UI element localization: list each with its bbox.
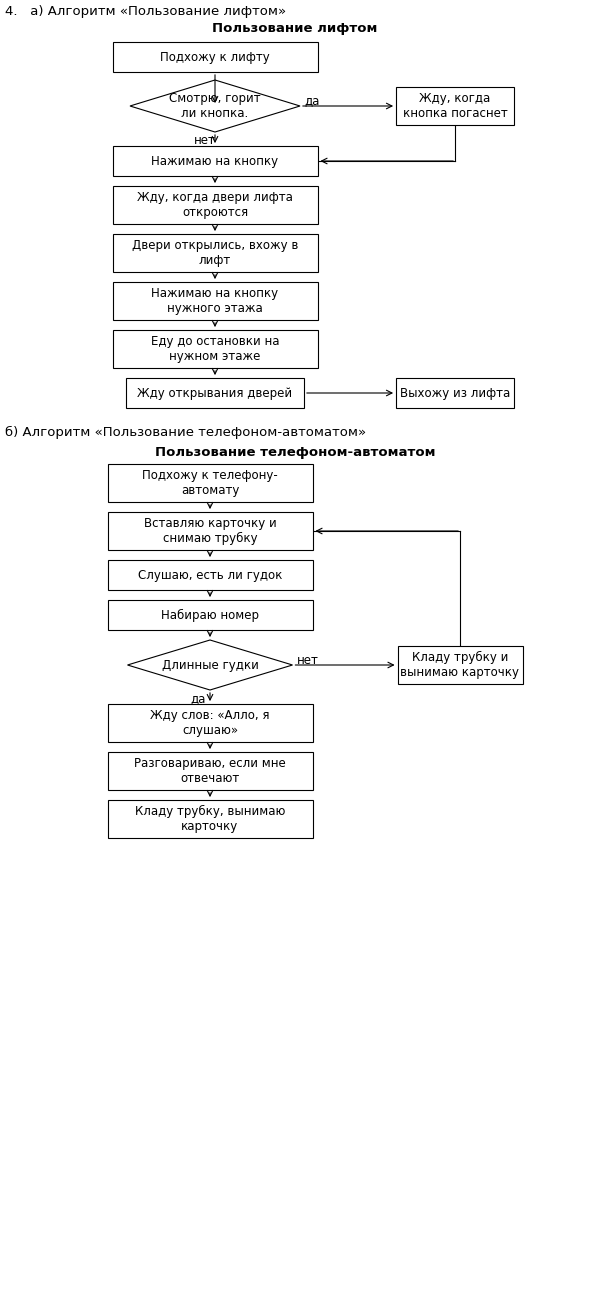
Text: да: да (304, 95, 319, 108)
Text: 4.   а) Алгоритм «Пользование лифтом»: 4. а) Алгоритм «Пользование лифтом» (5, 5, 286, 18)
Text: Подхожу к телефону-
автомату: Подхожу к телефону- автомату (142, 469, 278, 497)
Polygon shape (127, 640, 293, 690)
Text: Нажимаю на кнопку: Нажимаю на кнопку (152, 155, 278, 168)
FancyBboxPatch shape (107, 512, 313, 550)
FancyBboxPatch shape (113, 282, 317, 320)
Text: Жду, когда двери лифта
откроются: Жду, когда двери лифта откроются (137, 191, 293, 218)
Polygon shape (130, 81, 300, 133)
Text: Разговариваю, если мне
отвечают: Разговариваю, если мне отвечают (134, 757, 286, 785)
Text: Жду слов: «Алло, я
слушаю»: Жду слов: «Алло, я слушаю» (150, 708, 270, 737)
Text: нет: нет (297, 654, 319, 667)
Text: б) Алгоритм «Пользование телефоном-автоматом»: б) Алгоритм «Пользование телефоном-автом… (5, 426, 366, 439)
FancyBboxPatch shape (398, 646, 523, 684)
FancyBboxPatch shape (107, 751, 313, 790)
FancyBboxPatch shape (113, 330, 317, 368)
Text: Пользование лифтом: Пользование лифтом (212, 22, 378, 35)
Text: Подхожу к лифту: Подхожу к лифту (160, 51, 270, 64)
FancyBboxPatch shape (113, 186, 317, 224)
Text: Набираю номер: Набираю номер (161, 608, 259, 621)
FancyBboxPatch shape (107, 800, 313, 838)
FancyBboxPatch shape (113, 42, 317, 72)
Text: Жду, когда
кнопка погаснет: Жду, когда кнопка погаснет (402, 92, 507, 120)
FancyBboxPatch shape (126, 378, 304, 408)
Text: Пользование телефоном-автоматом: Пользование телефоном-автоматом (155, 446, 435, 459)
FancyBboxPatch shape (107, 705, 313, 742)
Text: Слушаю, есть ли гудок: Слушаю, есть ли гудок (138, 568, 282, 581)
Text: да: да (191, 692, 206, 705)
Text: Кладу трубку и
вынимаю карточку: Кладу трубку и вынимаю карточку (401, 651, 520, 679)
Text: Еду до остановки на
нужном этаже: Еду до остановки на нужном этаже (151, 335, 279, 363)
Text: Жду открывания дверей: Жду открывания дверей (137, 386, 293, 399)
FancyBboxPatch shape (396, 378, 514, 408)
Text: Выхожу из лифта: Выхожу из лифта (400, 386, 510, 399)
FancyBboxPatch shape (107, 601, 313, 630)
FancyBboxPatch shape (113, 234, 317, 272)
Text: Смотрю, горит
ли кнопка.: Смотрю, горит ли кнопка. (169, 92, 261, 120)
FancyBboxPatch shape (396, 87, 514, 125)
Text: Кладу трубку, вынимаю
карточку: Кладу трубку, вынимаю карточку (135, 805, 285, 833)
Text: Длинные гудки: Длинные гудки (162, 659, 258, 672)
FancyBboxPatch shape (113, 146, 317, 176)
FancyBboxPatch shape (107, 560, 313, 590)
Text: Вставляю карточку и
снимаю трубку: Вставляю карточку и снимаю трубку (143, 517, 276, 545)
Text: нет: нет (194, 134, 216, 147)
FancyBboxPatch shape (107, 464, 313, 502)
Text: Двери открылись, вхожу в
лифт: Двери открылись, вхожу в лифт (132, 239, 298, 266)
Text: Нажимаю на кнопку
нужного этажа: Нажимаю на кнопку нужного этажа (152, 287, 278, 315)
